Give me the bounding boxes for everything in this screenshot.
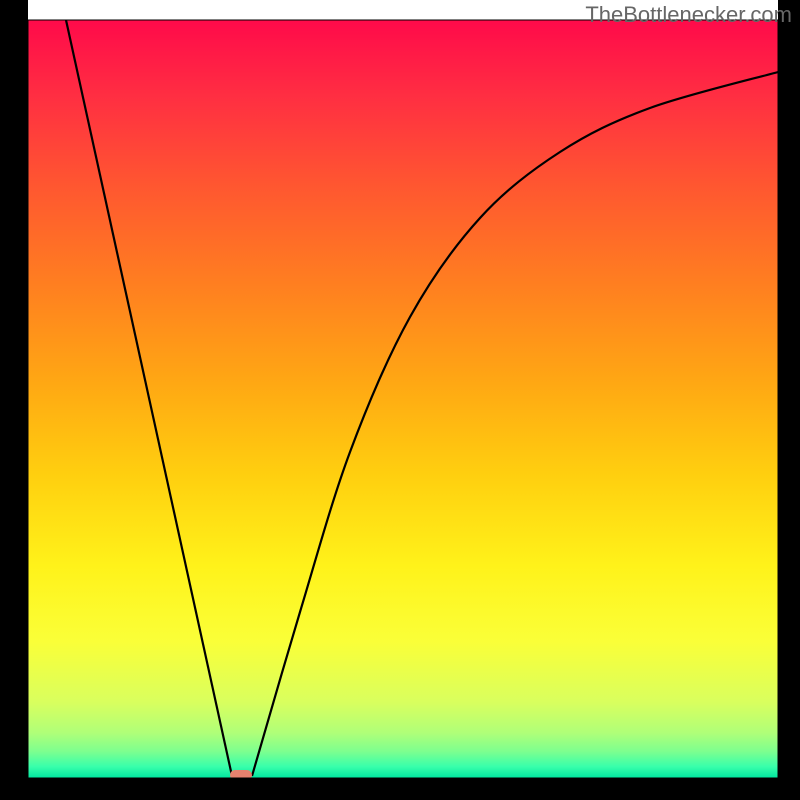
right-edge-bar: [778, 0, 800, 800]
gradient-background: [28, 20, 778, 778]
x-axis-bar: [0, 778, 800, 800]
y-axis-bar: [0, 0, 28, 800]
bottleneck-chart: [0, 0, 800, 800]
watermark-text: TheBottlenecker.com: [585, 2, 792, 28]
chart-container: TheBottlenecker.com: [0, 0, 800, 800]
